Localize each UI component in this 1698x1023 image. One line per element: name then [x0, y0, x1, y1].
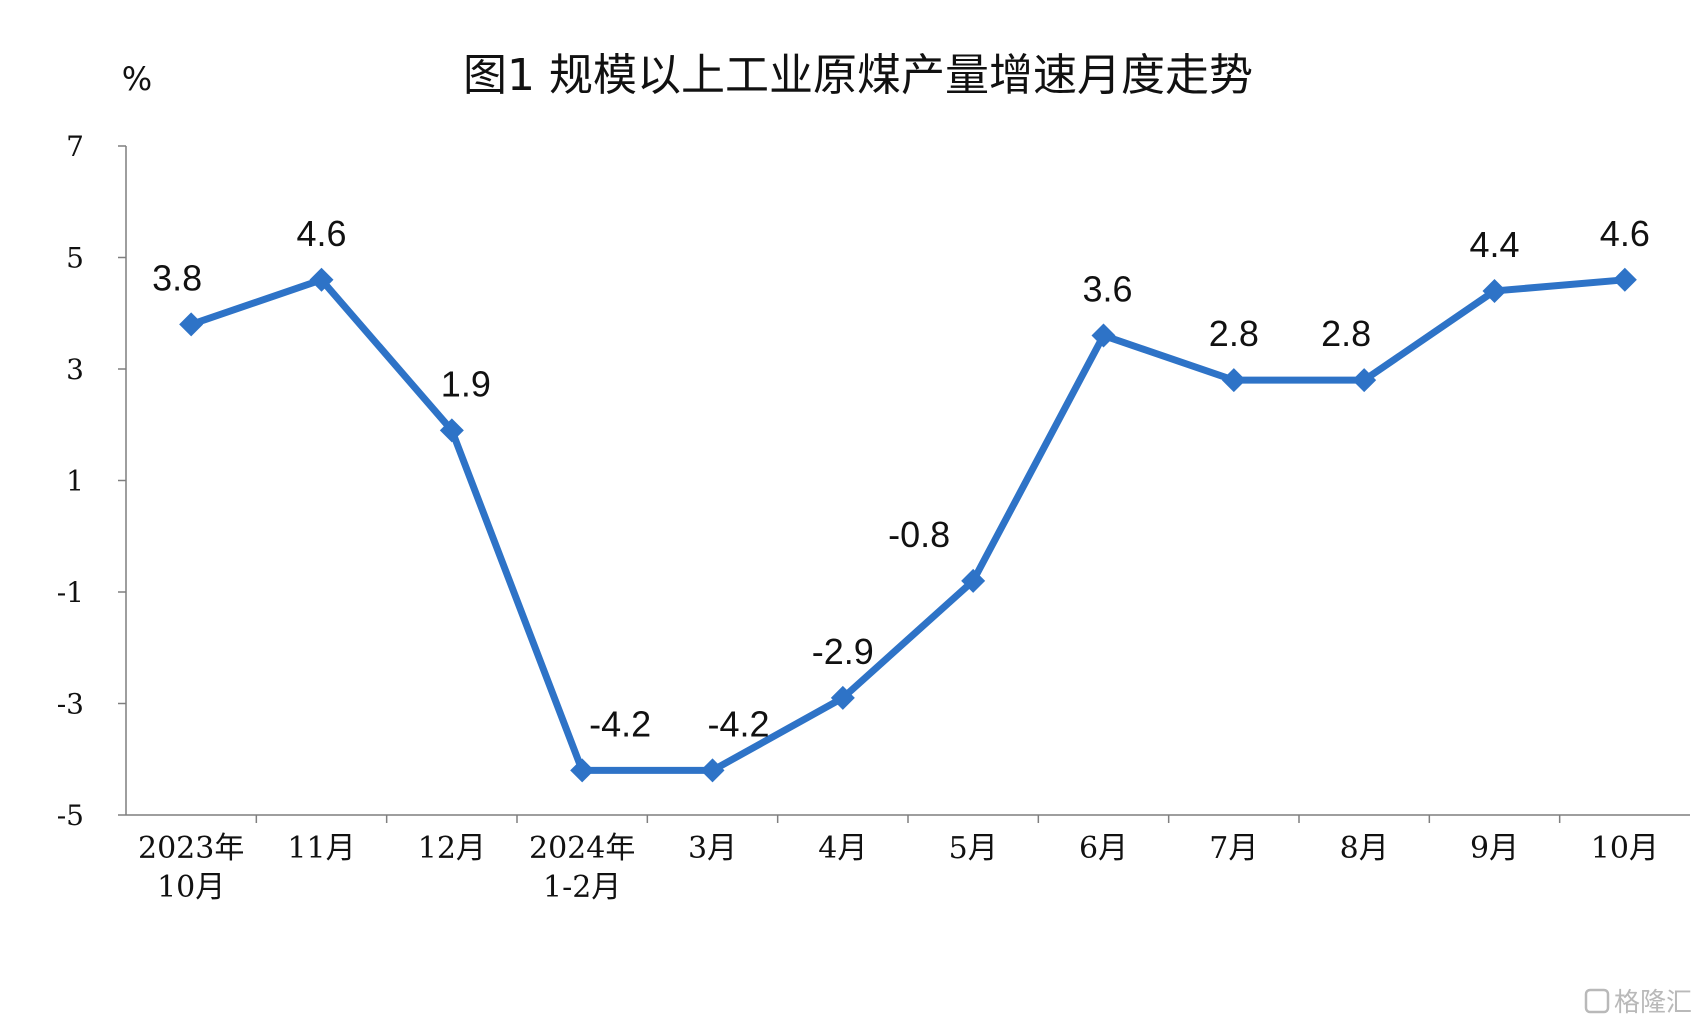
y-axis-unit: %: [122, 60, 152, 98]
data-label: 1.9: [441, 363, 491, 404]
data-point-marker: [700, 758, 725, 783]
x-tick-label: 9月: [1470, 831, 1519, 866]
x-tick-label: 10月: [1591, 831, 1659, 866]
data-label: -2.9: [812, 631, 874, 672]
series-line: [190, 276, 1626, 774]
x-tick-label: 10月: [157, 870, 225, 905]
y-tick-label: -5: [57, 799, 84, 832]
chart-title: 图1 规模以上工业原煤产量增速月度走势: [463, 50, 1253, 101]
data-point-marker: [1352, 368, 1377, 393]
data-label: 2.8: [1209, 313, 1259, 354]
x-axis-ticks: 2023年 10月 11月 12月 2024年 1-2月 3月 4月 5月 6月 7月 8月 9月 10月: [138, 815, 1659, 905]
data-point-marker: [309, 267, 334, 292]
data-point-marker: [961, 568, 986, 593]
data-point-marker: [830, 685, 855, 710]
y-tick-label: -3: [57, 688, 84, 721]
y-tick-label: 3: [66, 353, 84, 386]
data-label: 3.8: [152, 257, 202, 298]
x-tick-label: 2024年: [529, 831, 635, 866]
data-label: -0.8: [888, 514, 950, 555]
data-point-marker: [439, 418, 464, 443]
x-tick-label: 6月: [1079, 831, 1128, 866]
data-label: 4.4: [1469, 224, 1519, 265]
x-tick-label: 8月: [1340, 831, 1389, 866]
data-point-marker: [570, 758, 595, 783]
y-tick-label: 5: [66, 242, 84, 275]
x-tick-label: 11月: [287, 831, 355, 866]
data-point-marker: [1091, 323, 1116, 348]
x-tick-label: 12月: [418, 831, 486, 866]
y-tick-label: 1: [66, 465, 84, 498]
data-label: -4.2: [707, 703, 769, 744]
data-label: 4.6: [296, 213, 346, 254]
series: 3.8 4.6 1.9 -4.2 -4.2 -2.9 -0.8 3.6 2.8 2.8 4.4 4.6: [152, 213, 1650, 783]
y-tick-label: 7: [66, 130, 84, 163]
watermark-text: 格隆汇: [1614, 988, 1692, 1018]
data-point-marker: [179, 312, 204, 337]
x-tick-label: 5月: [949, 831, 998, 866]
data-label: -4.2: [589, 703, 651, 744]
data-point-marker: [1221, 368, 1246, 393]
data-label: 4.6: [1600, 213, 1650, 254]
x-tick-label: 7月: [1209, 831, 1258, 866]
data-label: 3.6: [1082, 269, 1132, 310]
data-point-marker: [1612, 267, 1637, 292]
watermark: 格隆汇: [1584, 988, 1692, 1018]
x-tick-label: 2023年: [138, 831, 244, 866]
watermark-logo-icon: [1584, 988, 1610, 1014]
y-tick-label: -1: [57, 576, 84, 609]
data-point-marker: [1482, 278, 1507, 303]
x-tick-label: 4月: [818, 831, 867, 866]
axes: [125, 146, 1690, 816]
y-axis-ticks: 7 5 3 1 -1 -3 -5: [57, 130, 126, 832]
x-tick-label: 1-2月: [543, 870, 621, 905]
x-tick-label: 3月: [688, 831, 737, 866]
data-label: 2.8: [1321, 313, 1371, 354]
